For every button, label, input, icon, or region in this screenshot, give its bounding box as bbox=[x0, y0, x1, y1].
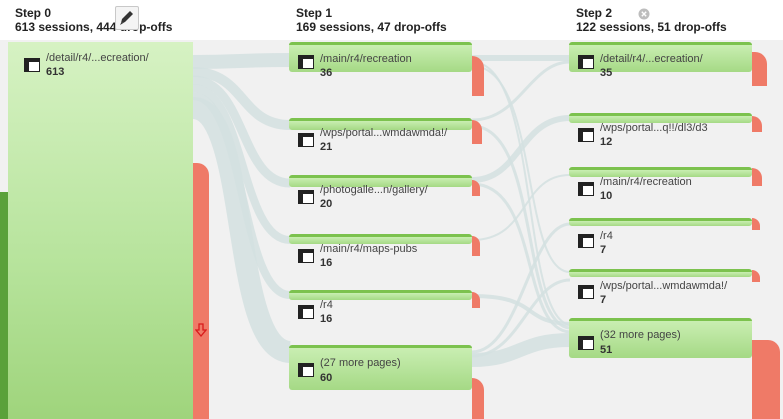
dropoff-bar[interactable] bbox=[472, 378, 484, 419]
node-count: 613 bbox=[46, 66, 65, 78]
node-count: 7 bbox=[600, 294, 607, 306]
entry-bar bbox=[0, 192, 8, 419]
down-arrow-icon bbox=[195, 323, 207, 337]
pencil-icon bbox=[120, 11, 133, 25]
node-count: 21 bbox=[320, 141, 333, 153]
node-count: 36 bbox=[320, 67, 333, 79]
node-count: 35 bbox=[600, 67, 613, 79]
node-label: /photogalle...n/gallery/ bbox=[320, 184, 428, 196]
close-icon bbox=[638, 8, 650, 20]
page-icon bbox=[298, 190, 314, 204]
step-2-summary: 122 sessions, 51 drop-offs bbox=[576, 20, 727, 34]
flow-link bbox=[471, 333, 571, 367]
node-label: /main/r4/recreation bbox=[320, 53, 412, 65]
page-icon bbox=[298, 55, 314, 69]
node-label: /main/r4/recreation bbox=[600, 176, 692, 188]
dropoff-bar[interactable] bbox=[752, 116, 762, 132]
step-1-summary: 169 sessions, 47 drop-offs bbox=[296, 20, 447, 34]
node-label: /detail/r4/...ecreation/ bbox=[46, 52, 149, 64]
dropoff-bar[interactable] bbox=[752, 168, 762, 186]
step-0-header: Step 0 613 sessions, 444 drop-offs bbox=[15, 6, 172, 34]
step-2-node-2[interactable]: /main/r4/recreation 10 bbox=[569, 167, 752, 202]
node-count: 12 bbox=[600, 136, 613, 148]
node-count: 51 bbox=[600, 344, 613, 356]
step-1-title: Step 1 bbox=[296, 6, 333, 20]
dropoff-bar[interactable] bbox=[752, 218, 760, 230]
step-2-header: Step 2 122 sessions, 51 drop-offs bbox=[576, 6, 727, 34]
node-count: 7 bbox=[600, 244, 607, 256]
dropoff-bar[interactable] bbox=[472, 120, 482, 144]
flow-link bbox=[471, 222, 571, 354]
node-label: /main/r4/maps-pubs bbox=[320, 243, 418, 255]
dropoff-bar[interactable] bbox=[472, 180, 480, 196]
flow-link bbox=[192, 53, 291, 69]
flow-link bbox=[192, 84, 291, 244]
page-icon bbox=[578, 128, 594, 142]
node-count: 10 bbox=[600, 190, 613, 202]
page-icon bbox=[298, 249, 314, 263]
page-icon bbox=[578, 55, 594, 69]
edit-button[interactable] bbox=[115, 6, 139, 30]
flow-link bbox=[471, 182, 571, 334]
remove-step-button[interactable] bbox=[638, 7, 650, 20]
node-count: 16 bbox=[320, 313, 333, 325]
step-1-node-4[interactable]: /r4 16 bbox=[289, 290, 472, 325]
step-1-node-3[interactable]: /main/r4/maps-pubs 16 bbox=[289, 234, 472, 269]
dropoff-bar[interactable] bbox=[752, 270, 760, 282]
node-label: /wps/portal...wmdawmda!/ bbox=[320, 127, 448, 139]
node-label: /wps/portal...q!!/dl3/d3 bbox=[600, 122, 708, 134]
step-2-node-5[interactable]: (32 more pages) 51 bbox=[569, 318, 752, 358]
flow-link bbox=[471, 278, 571, 358]
dropoff-bar[interactable] bbox=[472, 236, 480, 256]
node-count: 20 bbox=[320, 198, 333, 210]
flow-link bbox=[471, 115, 571, 183]
flow-link bbox=[471, 60, 571, 122]
step-1-node-0[interactable]: /main/r4/recreation 36 bbox=[289, 42, 472, 79]
step-0-node[interactable]: /detail/r4/...ecreation/ 613 bbox=[8, 42, 193, 419]
step-2-title: Step 2 bbox=[576, 6, 613, 20]
step-0-summary: 613 sessions, 444 drop-offs bbox=[15, 20, 173, 34]
dropoff-bar[interactable] bbox=[752, 52, 767, 86]
page-icon bbox=[578, 285, 594, 299]
node-label: /r4 bbox=[320, 299, 333, 311]
page-icon bbox=[578, 336, 594, 350]
page-icon bbox=[578, 234, 594, 248]
step-1-header: Step 1 169 sessions, 47 drop-offs bbox=[296, 6, 447, 34]
step-1-node-2[interactable]: /photogalle...n/gallery/ 20 bbox=[289, 175, 472, 210]
node-label: /wps/portal...wmdawmda!/ bbox=[600, 280, 728, 292]
step-2-node-0[interactable]: /detail/r4/...ecreation/ 35 bbox=[569, 42, 752, 79]
step-1-node-1[interactable]: /wps/portal...wmdawmda!/ 21 bbox=[289, 118, 472, 153]
page-icon bbox=[298, 363, 314, 377]
dropoff-bar[interactable] bbox=[472, 292, 480, 308]
step-0-title: Step 0 bbox=[15, 6, 52, 20]
flow-link bbox=[192, 75, 291, 188]
node-count: 60 bbox=[320, 372, 333, 384]
flow-link bbox=[471, 294, 571, 326]
flow-link bbox=[192, 67, 291, 130]
node-label: (32 more pages) bbox=[600, 329, 681, 341]
flow-link bbox=[471, 174, 571, 241]
dropoff-bar[interactable] bbox=[472, 56, 484, 96]
node-label: /r4 bbox=[600, 230, 613, 242]
dropoff-bar-step-0[interactable] bbox=[190, 163, 209, 419]
node-label: (27 more pages) bbox=[320, 357, 401, 369]
step-1-node-5[interactable]: (27 more pages) 60 bbox=[289, 345, 472, 390]
step-2-node-1[interactable]: /wps/portal...q!!/dl3/d3 12 bbox=[569, 113, 752, 148]
flow-link bbox=[471, 124, 571, 330]
dropoff-bar[interactable] bbox=[752, 340, 780, 419]
page-icon bbox=[24, 58, 40, 72]
page-icon bbox=[298, 305, 314, 319]
page-icon bbox=[298, 133, 314, 147]
page-icon bbox=[578, 182, 594, 196]
node-count: 16 bbox=[320, 257, 333, 269]
node-label: /detail/r4/...ecreation/ bbox=[600, 53, 703, 65]
flow-link bbox=[471, 65, 571, 273]
step-2-node-4[interactable]: /wps/portal...wmdawmda!/ 7 bbox=[569, 269, 752, 306]
flow-link bbox=[190, 97, 293, 363]
step-2-node-3[interactable]: /r4 7 bbox=[569, 218, 752, 256]
